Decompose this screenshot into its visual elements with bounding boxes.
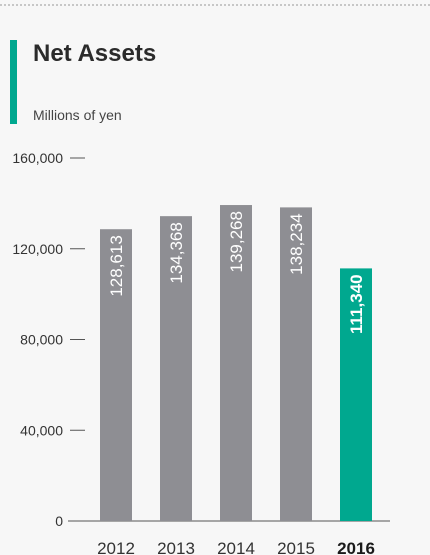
bar [340,268,372,521]
dotted-divider [0,4,430,6]
x-tick-label: 2015 [277,539,315,555]
chart-title: Net Assets [33,40,157,67]
y-tick-label: 160,000 [12,150,63,166]
title-accent-bar [10,40,17,124]
bar-value-label: 138,234 [287,213,306,274]
y-tick-label: 0 [55,513,63,529]
x-tick-label: 2012 [97,539,135,555]
bar-value-label: 134,368 [167,222,186,283]
y-tick-label: 40,000 [20,422,63,438]
chart-unit-label: Millions of yen [33,107,122,123]
x-tick-label: 2016 [337,539,375,555]
bar-value-label: 139,268 [227,211,246,272]
y-tick-label: 120,000 [12,241,63,257]
bar [160,216,192,522]
x-tick-label: 2014 [217,539,255,555]
y-tick-label: 80,000 [20,332,63,348]
x-tick-label: 2013 [157,539,195,555]
bar [220,205,252,522]
bar [280,207,312,522]
bar-value-label: 128,613 [107,235,126,296]
bar [100,229,132,521]
bar-value-label: 111,340 [347,274,366,334]
